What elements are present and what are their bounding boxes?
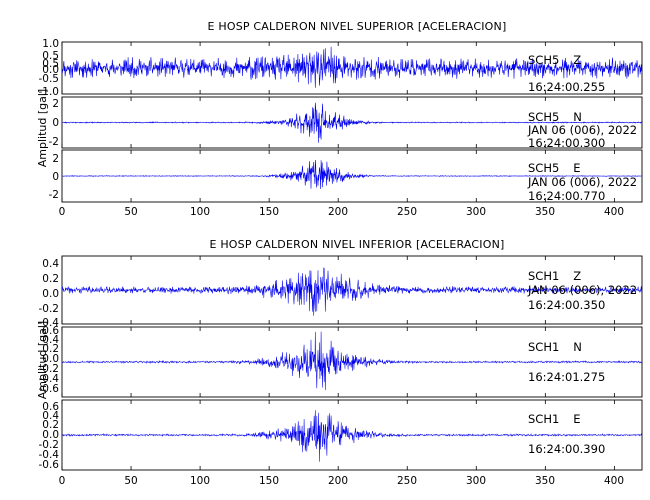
lower-z-ytick: 0.4 (42, 258, 59, 270)
lower-xtick: 250 (397, 475, 417, 487)
lower-xtick: 200 (328, 475, 348, 487)
lower-y-ticks: 0.4 0.2 0.0 -0.2 -0.4 0.6 0.4 0.2 0.0 -0… (39, 258, 60, 471)
lower-panel-n-frame (61, 326, 643, 398)
upper-xtick: 250 (397, 206, 417, 218)
upper-n-ytick: 0 (52, 117, 59, 129)
trace-label-sch1-n: SCH1 N (528, 340, 582, 354)
lower-y-axis-label: Amplitud [gal] (36, 321, 49, 399)
station-code: SCH1 (528, 412, 559, 426)
lower-n-ytick: -0.4 (39, 373, 60, 385)
upper-e-ytick: -2 (49, 189, 59, 201)
lower-n-ytick: -0.2 (39, 363, 60, 375)
lower-xtick: 50 (124, 475, 137, 487)
trace-time: 16:24:00.350 (528, 298, 605, 312)
lower-e-ytick: -0.4 (39, 449, 60, 461)
trace-time: 16:24:00.300 (528, 136, 605, 150)
trace-label-sch1-z: SCH1 Z (528, 269, 581, 283)
lower-e-ytick: 0.4 (42, 410, 59, 422)
lower-xtick: 400 (604, 475, 624, 487)
lower-z-ytick: -0.4 (39, 317, 60, 329)
lower-station-labels: SCH1 Z JAN 06 (006), 2022 16:24:00.350 SC… (527, 269, 637, 456)
lower-n-ytick: -0.6 (39, 383, 60, 395)
upper-n-ytick: 2 (52, 98, 59, 110)
lower-xtick: 150 (259, 475, 279, 487)
trace-time: 16:24:00.770 (528, 189, 605, 203)
lower-xtick: 100 (190, 475, 210, 487)
lower-figure: E HOSP CALDERON NIVEL INFERIOR [ACELERAC… (36, 238, 643, 487)
upper-z-ytick: 1.0 (42, 38, 59, 50)
upper-xtick: 200 (328, 206, 348, 218)
lower-xtick: 0 (59, 475, 66, 487)
upper-xtick: 0 (59, 206, 66, 218)
lower-e-ytick: -0.6 (39, 459, 60, 471)
upper-title: E HOSP CALDERON NIVEL SUPERIOR [ACELERAC… (208, 20, 507, 33)
lower-e-ytick: 0.0 (42, 429, 59, 441)
lower-trace-z (61, 267, 643, 316)
trace-time: 16:24:01.275 (528, 370, 605, 384)
trace-date: JAN 06 (006), 2022 (527, 175, 637, 189)
trace-time: 16:24:00.390 (528, 442, 605, 456)
station-code: SCH1 (528, 269, 559, 283)
upper-trace-z (61, 46, 643, 88)
upper-z-ytick: 0.5 (42, 50, 59, 62)
trace-label-sch1-e: SCH1 E (528, 412, 581, 426)
upper-n-ytick: -2 (49, 136, 59, 148)
component-code: Z (573, 53, 581, 67)
lower-trace-n (61, 331, 643, 391)
upper-station-labels: SCH5 Z 16:24:00.255 SCH5 N JAN 06 (006), 2… (527, 53, 637, 203)
lower-z-ytick: -0.2 (39, 303, 60, 315)
lower-xtick: 350 (535, 475, 555, 487)
lower-n-ytick: 0.6 (42, 325, 59, 337)
upper-z-ytick: 0.0 (42, 64, 59, 76)
upper-xtick: 100 (190, 206, 210, 218)
upper-z-ytick: -0.5 (39, 73, 60, 85)
lower-xtick: 300 (466, 475, 486, 487)
station-code: SCH5 (528, 53, 559, 67)
upper-x-ticks: 0 50 100 150 200 250 300 350 400 (59, 206, 624, 218)
component-code: N (573, 340, 582, 354)
lower-z-ytick: 0.2 (42, 273, 59, 285)
upper-xtick: 50 (124, 206, 137, 218)
lower-x-ticks: 0 50 100 150 200 250 300 350 400 (59, 475, 624, 487)
upper-y-axis-label: Amplitud [gal] (36, 89, 49, 167)
trace-label-sch5-z: SCH5 Z (528, 53, 581, 67)
lower-e-ytick: 0.2 (42, 419, 59, 431)
lower-e-ytick: -0.2 (39, 439, 60, 451)
station-code: SCH5 (528, 110, 559, 124)
station-code: SCH5 (528, 161, 559, 175)
upper-y-ticks: 1.0 0.5 0.5 0.0 -0.5 -1.0 2 0 -2 2 0 -2 (39, 38, 60, 201)
component-code: E (573, 161, 580, 175)
lower-n-ytick: 0.0 (42, 353, 59, 365)
upper-trace-e (61, 159, 643, 190)
upper-e-ytick: 2 (52, 153, 59, 165)
lower-n-ytick: 0.4 (42, 334, 59, 346)
trace-time: 16:24:00.255 (528, 80, 605, 94)
upper-trace-n (62, 102, 642, 143)
lower-z-ytick: 0.0 (42, 288, 59, 300)
component-code: Z (573, 269, 581, 283)
station-code: SCH1 (528, 340, 559, 354)
upper-z-ytick: -1.0 (39, 86, 60, 98)
lower-e-ytick: 0.6 (42, 401, 59, 413)
upper-xtick: 150 (259, 206, 279, 218)
upper-xtick: 350 (535, 206, 555, 218)
upper-xtick: 300 (466, 206, 486, 218)
component-code: N (573, 110, 582, 124)
upper-panel-z-frame (61, 41, 643, 95)
lower-n-ytick: 0.2 (42, 343, 59, 355)
upper-z-ytick: 0.5 (42, 58, 59, 70)
trace-date: JAN 06 (006), 2022 (527, 123, 637, 137)
lower-trace-e (62, 410, 643, 462)
upper-figure: E HOSP CALDERON NIVEL SUPERIOR [ACELERAC… (36, 20, 643, 218)
upper-e-ytick: 0 (52, 171, 59, 183)
upper-xtick: 400 (604, 206, 624, 218)
lower-title: E HOSP CALDERON NIVEL INFERIOR [ACELERAC… (209, 238, 504, 251)
trace-label-sch5-n: SCH5 N (528, 110, 582, 124)
component-code: E (573, 412, 580, 426)
trace-label-sch5-e: SCH5 E (528, 161, 581, 175)
trace-date: JAN 06 (006), 2022 (527, 283, 637, 297)
